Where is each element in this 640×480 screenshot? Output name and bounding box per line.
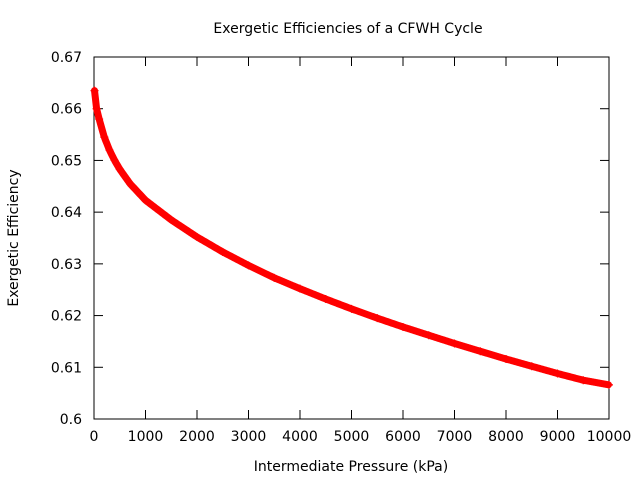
x-tick-label: 6000 xyxy=(385,429,421,445)
x-tick-label: 1000 xyxy=(128,429,164,445)
data-point xyxy=(270,273,279,282)
x-tick-label: 0 xyxy=(90,429,99,445)
data-point xyxy=(92,104,101,113)
data-point xyxy=(100,133,109,142)
y-tick-label: 0.64 xyxy=(51,205,82,221)
data-point xyxy=(527,362,536,371)
x-axis-label: Intermediate Pressure (kPa) xyxy=(254,459,448,475)
data-point xyxy=(579,376,588,385)
data-point xyxy=(126,179,135,188)
data-point xyxy=(105,146,114,155)
data-point xyxy=(450,339,459,348)
y-tick-label: 0.65 xyxy=(51,153,82,169)
y-tick-label: 0.62 xyxy=(51,309,82,325)
x-tick-label: 7000 xyxy=(437,429,473,445)
x-tick-label: 10000 xyxy=(587,429,632,445)
data-point xyxy=(110,156,119,165)
data-point xyxy=(605,380,613,389)
y-tick-label: 0.61 xyxy=(51,360,82,376)
x-tick-label: 2000 xyxy=(179,429,215,445)
data-point xyxy=(193,232,201,241)
data-point xyxy=(141,196,150,205)
data-point xyxy=(502,355,510,364)
y-tick-label: 0.67 xyxy=(51,50,82,66)
x-tick-label: 9000 xyxy=(540,429,576,445)
x-tick-label: 3000 xyxy=(231,429,267,445)
x-tick-label: 8000 xyxy=(488,429,524,445)
data-point xyxy=(115,165,124,174)
x-tick-label: 5000 xyxy=(334,429,370,445)
data-point xyxy=(399,322,407,331)
data-point xyxy=(296,284,304,293)
chart-title: Exergetic Efficiencies of a CFWH Cycle xyxy=(213,21,482,37)
data-point xyxy=(95,115,104,124)
y-axis-label: Exergetic Efficiency xyxy=(6,169,22,306)
data-point xyxy=(321,295,330,304)
data-point xyxy=(373,314,382,323)
series-line xyxy=(91,87,612,389)
data-point xyxy=(244,261,253,270)
data-point xyxy=(424,331,433,340)
data-point xyxy=(218,247,227,256)
data-point xyxy=(167,215,176,224)
y-tick-label: 0.6 xyxy=(60,412,82,428)
data-point xyxy=(476,347,485,356)
y-tick-label: 0.66 xyxy=(51,102,82,118)
x-tick-label: 4000 xyxy=(282,429,318,445)
y-tick-label: 0.63 xyxy=(51,257,82,273)
data-point xyxy=(553,369,562,378)
data-point xyxy=(90,86,99,95)
data-point xyxy=(347,304,356,313)
